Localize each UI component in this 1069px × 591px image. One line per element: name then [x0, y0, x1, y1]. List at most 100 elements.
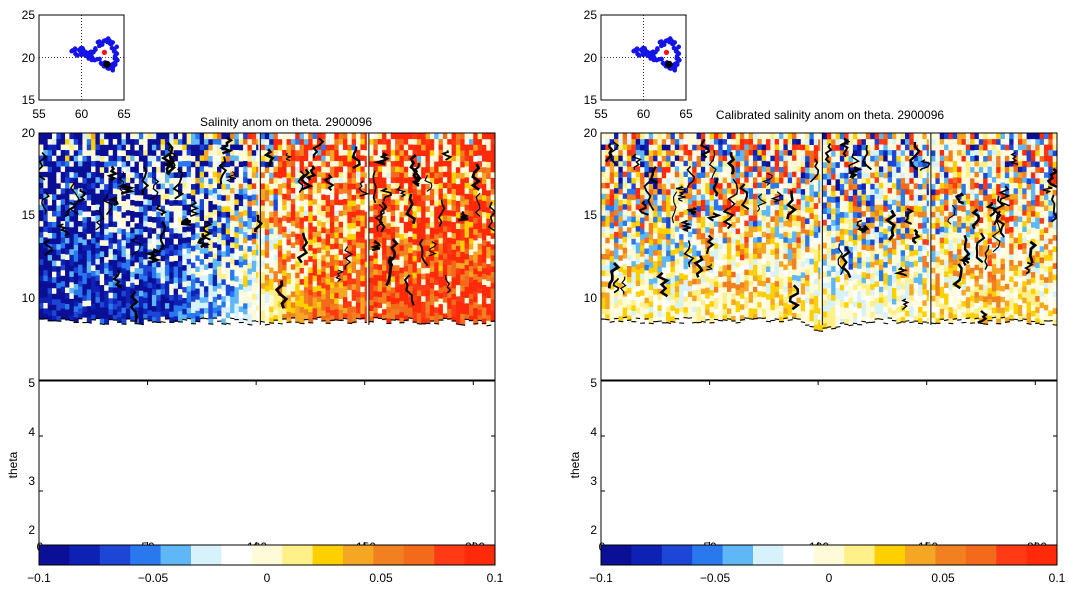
field-cell — [251, 188, 257, 195]
field-cell — [653, 227, 659, 234]
field-cell — [225, 172, 231, 179]
field-cell — [640, 166, 646, 173]
field-cell — [308, 250, 314, 257]
field-cell — [264, 285, 270, 292]
field-cell — [377, 247, 383, 254]
field-cell — [286, 317, 292, 324]
field-cell — [316, 230, 322, 237]
field-cell — [447, 160, 453, 167]
field-cell — [117, 266, 123, 273]
field-cell — [277, 188, 283, 196]
field-cell — [486, 138, 492, 145]
field-cell — [238, 311, 244, 318]
field-cell — [700, 276, 706, 284]
field-cell — [186, 296, 192, 303]
field-cell — [204, 220, 209, 227]
field-cell — [208, 256, 214, 263]
field-cell — [670, 265, 676, 273]
field-cell — [635, 154, 641, 161]
field-cell — [65, 270, 70, 277]
field-cell — [121, 262, 127, 269]
field-cell — [286, 238, 292, 246]
field-cell — [709, 267, 715, 274]
field-cell — [217, 133, 222, 140]
field-cell — [78, 193, 84, 200]
field-cell — [455, 194, 461, 201]
field-cell — [147, 232, 153, 239]
field-cell — [60, 149, 66, 156]
field-cell — [347, 283, 353, 291]
field-cell — [251, 204, 257, 212]
field-cell — [648, 222, 654, 229]
field-cell — [399, 250, 405, 257]
field-cell — [243, 193, 249, 200]
field-cell — [52, 265, 57, 272]
field-cell — [670, 188, 676, 195]
field-cell — [134, 161, 140, 168]
field-cell — [143, 297, 149, 304]
field-cell — [386, 222, 392, 229]
field-cell — [369, 271, 374, 278]
field-cell — [412, 221, 418, 229]
field-cell — [700, 271, 706, 278]
contour-line — [458, 211, 470, 222]
field-cell — [464, 231, 470, 238]
field-cell — [635, 138, 641, 145]
track-last-marker — [663, 49, 670, 56]
field-cell — [238, 144, 244, 151]
field-bottom-contour — [626, 319, 633, 322]
field-cell — [99, 245, 105, 252]
field-cell — [321, 210, 327, 217]
field-cell — [679, 172, 685, 179]
field-cell — [713, 220, 719, 227]
field-cell — [286, 278, 292, 285]
contour-line — [106, 165, 119, 182]
field-cell — [273, 182, 279, 189]
field-cell — [225, 166, 231, 173]
field-cell — [164, 198, 170, 205]
field-cell — [631, 171, 637, 178]
field-cell — [438, 133, 444, 140]
field-cell — [73, 255, 79, 262]
field-cell — [60, 297, 66, 304]
field-cell — [329, 303, 335, 311]
field-cell — [134, 138, 140, 145]
field-cell — [481, 306, 487, 314]
field-cell — [308, 149, 314, 156]
field-cell — [468, 177, 474, 184]
field-cell — [251, 166, 257, 173]
field-cell — [635, 214, 641, 221]
field-cell — [151, 266, 157, 273]
field-cell — [679, 144, 685, 151]
field-cell — [151, 144, 157, 151]
field-cell — [52, 226, 57, 234]
field-cell — [277, 160, 283, 168]
field-cell — [360, 176, 366, 183]
field-cell — [486, 218, 492, 225]
field-cell — [683, 252, 689, 259]
field-cell — [382, 237, 388, 244]
field-cell — [321, 160, 327, 167]
field-cell — [47, 309, 53, 316]
field-cell — [425, 317, 431, 324]
field-cell — [451, 309, 457, 317]
field-cell — [416, 189, 422, 196]
field-cell — [238, 172, 244, 179]
field-cell — [338, 259, 344, 266]
field-cell — [65, 138, 70, 145]
field-cell — [78, 280, 84, 287]
field-cell — [614, 307, 619, 314]
field-cell — [121, 273, 127, 280]
field-cell — [687, 290, 693, 298]
field-cell — [718, 292, 724, 300]
field-cell — [308, 227, 314, 234]
field-cell — [286, 311, 292, 318]
field-cell — [204, 252, 209, 259]
field-cell — [412, 210, 418, 218]
field-cell — [217, 299, 222, 306]
field-cell — [473, 284, 479, 291]
field-cell — [605, 176, 611, 183]
field-cell — [199, 247, 205, 254]
field-cell — [674, 258, 680, 265]
field-cell — [360, 133, 366, 140]
